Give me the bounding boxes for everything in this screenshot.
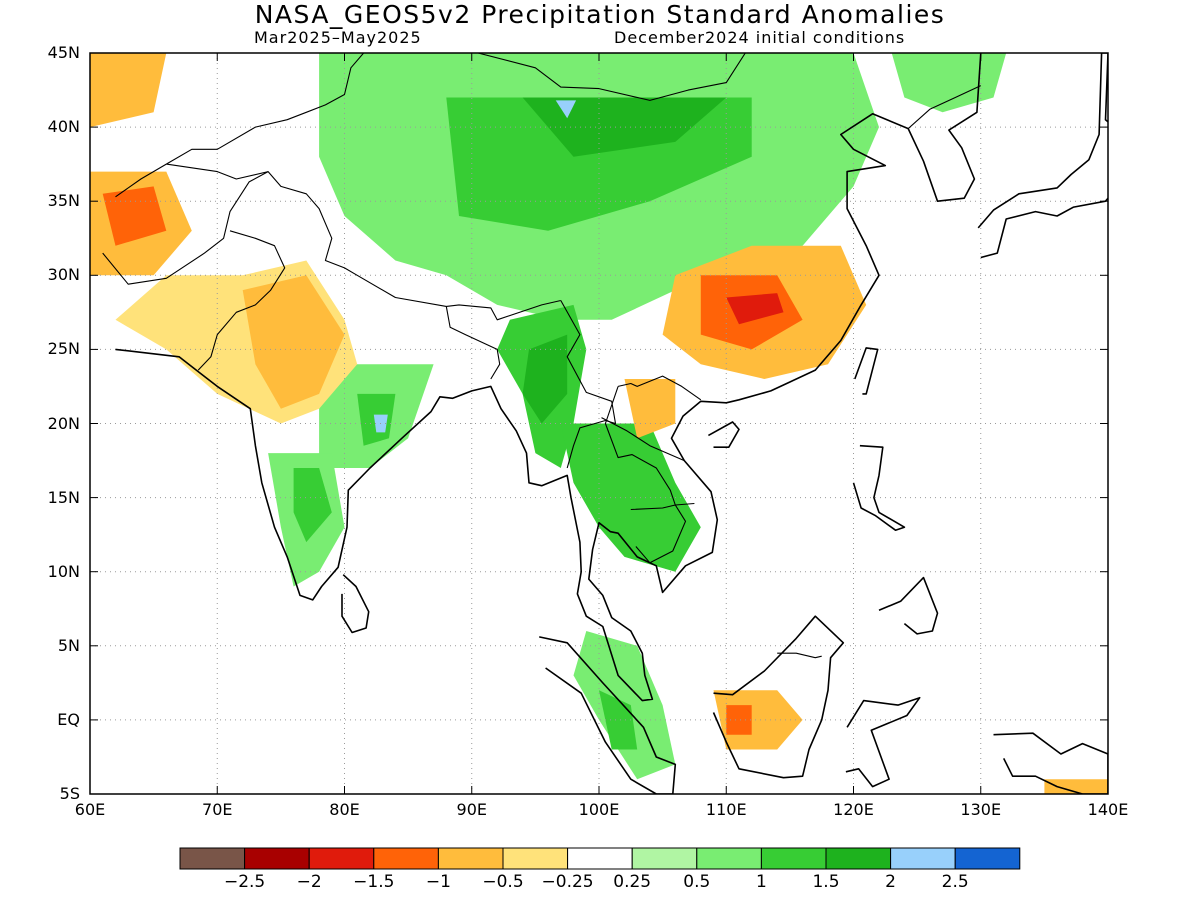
colorbar-swatch [696,847,762,870]
colorbar-swatch [890,847,956,870]
lon-label: 110E [705,800,747,819]
lon-label: 90E [456,800,487,819]
colorbar-label: 2.5 [941,872,969,892]
colorbar-label: −1 [425,872,451,892]
country-border [166,53,365,165]
colorbar-label: 1.5 [812,872,840,892]
lat-label: 45N [47,43,80,62]
colorbar-label: 2 [885,872,896,892]
country-border [601,417,685,462]
anomaly-region [555,100,577,119]
lat-label: EQ [57,709,80,729]
colorbar-label: −2 [296,872,322,892]
country-border [560,300,617,469]
colorbar-swatch [954,847,1021,870]
coastline [878,576,939,635]
anomaly-region [293,468,332,543]
country-border [115,163,167,198]
lat-label: 5S [59,784,80,803]
lon-label: 140E [1087,800,1129,819]
lat-label: 25N [47,339,80,359]
coastline [539,636,677,794]
coastline [845,696,921,788]
lon-label: 60E [74,800,106,819]
colorbar-label: −1.5 [353,872,395,892]
coastline [712,615,845,779]
coastlines [115,53,1108,794]
lat-label: 40N [47,117,80,137]
anomaly-region [522,334,568,424]
lat-label: 20N [47,413,80,433]
country-border [445,306,501,380]
lat-label: 5N [57,635,80,655]
forecast-period: Mar2025–May2025 [254,28,422,47]
chart-title: NASA_GEOS5v2 Precipitation Standard Anom… [254,0,946,29]
colorbar-swatch [760,847,827,870]
colorbar-label: −0.25 [541,872,594,892]
axis-ticks [89,52,1109,795]
lon-label: 70E [202,800,233,819]
colorbar-swatch [567,847,633,870]
lat-label: 10N [47,561,80,581]
colorbar-label: −2.5 [223,872,266,892]
coastline [115,53,982,702]
country-borders [102,53,982,659]
anomaly-region [891,53,1007,113]
colorbar-label: 0.25 [613,872,652,892]
colorbar-label: 0.5 [683,872,711,892]
anomaly-region [726,705,752,735]
colorbar-swatch [825,847,892,870]
lat-label: 15N [47,487,80,507]
coastline [977,53,1108,259]
coastline [708,421,740,449]
lat-label: 30N [47,265,80,285]
anomaly-region [624,379,676,439]
anomaly-region [726,293,784,325]
country-border [617,375,702,401]
colorbar-swatch [244,847,310,870]
anomaly-region [1044,779,1108,794]
country-border [907,85,982,130]
colorbar-label: −0.5 [482,872,524,892]
anomaly-region [522,97,727,157]
lon-label: 130E [960,800,1002,819]
anomaly-region [242,275,345,409]
coastline [341,574,370,634]
colorbar-swatch [631,847,698,870]
lon-label: 100E [578,800,620,819]
colorbar-swatch [308,847,375,870]
anomaly-region [90,53,167,128]
coastline [854,347,879,395]
colorbar-swatch [437,847,504,870]
colorbar [179,847,1021,870]
lat-label: 35N [47,191,80,211]
country-border [477,53,779,101]
country-border [197,230,286,371]
graticule [90,53,1108,794]
coastline [852,444,906,532]
colorbar-swatch [179,847,246,870]
initial-conditions: December2024 initial conditions [614,28,906,47]
lon-label: 120E [833,800,874,819]
country-border [166,163,561,321]
anomaly-region [599,690,638,750]
country-border [630,502,695,511]
colorbar-swatch [502,847,569,870]
colorbar-label: 1 [755,872,767,892]
country-border [604,386,687,564]
country-border [102,171,269,285]
country-border [777,652,822,659]
coastline [993,732,1108,794]
colorbar-swatch [373,847,439,870]
lon-label: 80E [329,800,360,819]
